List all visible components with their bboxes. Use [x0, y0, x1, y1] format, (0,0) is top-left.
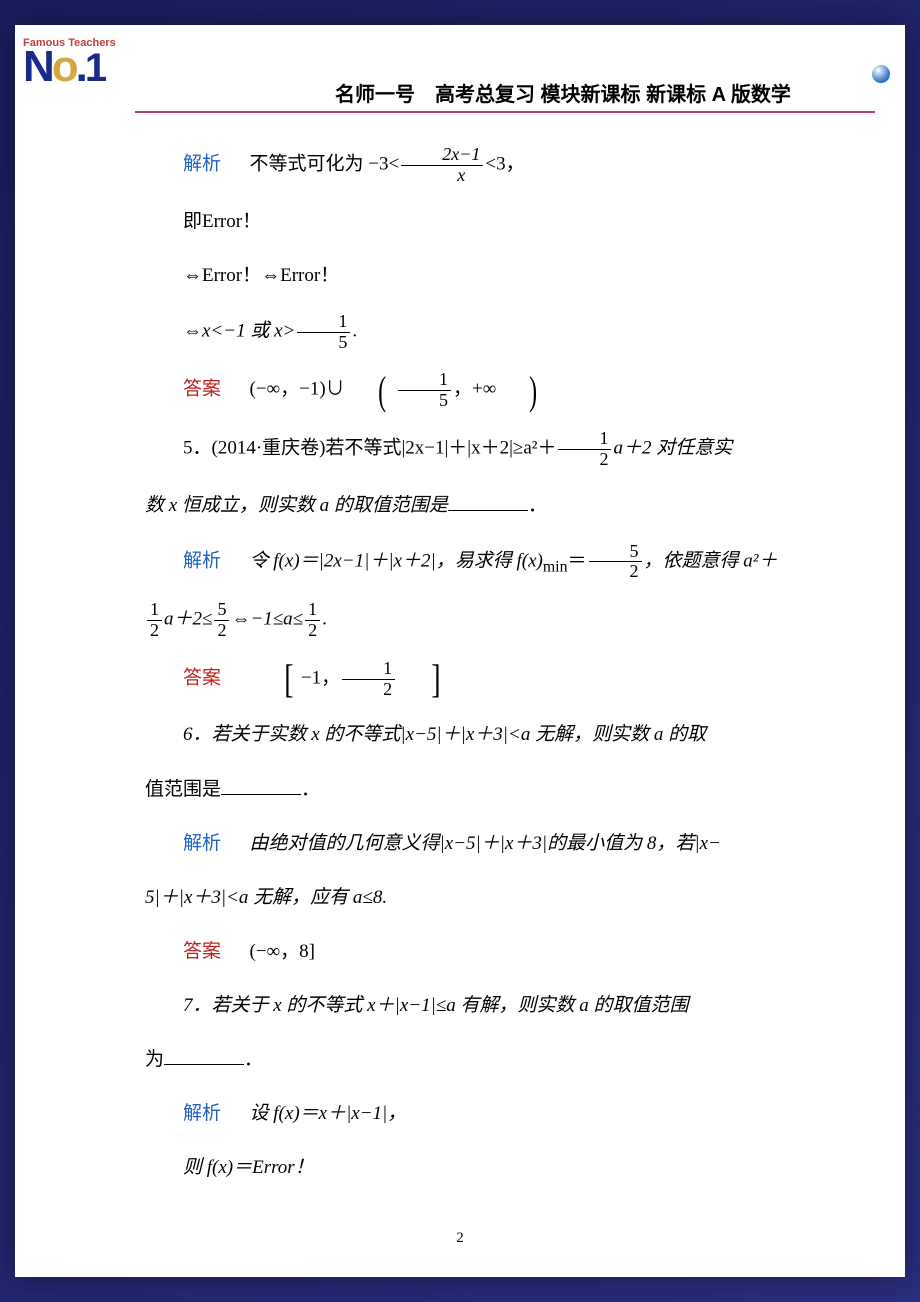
header-title: 名师一号 高考总复习 模块新课标 新课标 A 版数学 [335, 78, 791, 107]
header-divider [135, 111, 875, 113]
logo-main: No.1 [23, 47, 133, 87]
period: ． [301, 779, 320, 800]
text: 值范围是 [145, 779, 221, 800]
jiexi-label: 解析 [183, 833, 221, 854]
answer-6: 答案 (−∞，8] [145, 934, 795, 970]
jiexi-label: 解析 [183, 154, 221, 175]
daan-label: 答案 [183, 941, 221, 962]
page-container: Famous Teachers No.1 名师一号 高考总复习 模块新课标 新课… [15, 25, 905, 1277]
solution-7-line2: 则 f(x)＝Error！ [145, 1150, 795, 1186]
jiexi-label: 解析 [183, 1103, 221, 1124]
math-expr: −3< [368, 154, 399, 175]
text: 即Error！ [183, 211, 261, 232]
answer-4: 答案 (−∞，−1)∪(15，+∞) [145, 370, 795, 411]
answer-5: 答案 [−1，12] [145, 659, 795, 700]
text: 若不等式|2x−1|＋|x＋2|≥a²＋ [325, 438, 556, 459]
solution-6-line2: 5|＋|x＋3|<a 无解，应有 a≤8. [145, 880, 795, 916]
math-expr: (−∞，8] [250, 941, 315, 962]
fraction: 12 [558, 429, 611, 470]
solution-4-line2: 即Error！ [145, 204, 795, 240]
text: ⇔−1≤a≤ [231, 609, 303, 630]
question-5-line1: 5．(2014·重庆卷)若不等式|2x−1|＋|x＋2|≥a²＋12a＋2 对任… [145, 429, 795, 470]
logo: Famous Teachers No.1 [23, 37, 133, 112]
text: 则 f(x)＝Error！ [183, 1157, 314, 1178]
fraction: 12 [342, 659, 395, 700]
text: 6．若关于实数 x 的不等式|x−5|＋|x＋3|<a 无解，则实数 a 的取 [183, 724, 706, 745]
solution-6-line1: 解析 由绝对值的几何意义得|x−5|＋|x＋3|的最小值为 8，若|x− [145, 826, 795, 862]
fraction: 15 [297, 312, 350, 353]
question-7-line1: 7．若关于 x 的不等式 x＋|x−1|≤a 有解，则实数 a 的取值范围 [145, 988, 795, 1024]
text: 由绝对值的几何意义得|x−5|＋|x＋3|的最小值为 8，若|x− [250, 833, 721, 854]
solution-4-line3: ⇔Error！⇔Error！ [145, 258, 795, 294]
q-num: 5．(2014·重庆卷) [183, 438, 325, 459]
solution-5-line2: 12a＋2≤52⇔−1≤a≤12. [145, 600, 795, 641]
page-number: 2 [15, 1230, 905, 1247]
fraction: 15 [398, 370, 451, 411]
question-5-line2: 数 x 恒成立，则实数 a 的取值范围是 ． [145, 488, 795, 524]
solution-4-line1: 解析 不等式可化为 −3<2x−1x<3， [145, 145, 795, 186]
text: 数 x 恒成立，则实数 a 的取值范围是 [145, 495, 448, 516]
content-area: 解析 不等式可化为 −3<2x−1x<3， 即Error！ ⇔Error！⇔Er… [15, 115, 905, 1224]
solution-5-line1: 解析 令 f(x)＝|2x−1|＋|x＋2|，易求得 f(x)min＝52，依题… [145, 542, 795, 583]
text: 设 f(x)＝x＋|x−1|， [250, 1103, 407, 1124]
period: ． [244, 1049, 263, 1070]
text: ⇔Error！⇔Error！ [183, 265, 339, 286]
period: . [352, 320, 357, 341]
fraction: 12 [305, 600, 320, 641]
fraction: 12 [147, 600, 162, 641]
blank-fill [164, 1046, 244, 1065]
blank-fill [221, 776, 301, 795]
header: Famous Teachers No.1 名师一号 高考总复习 模块新课标 新课… [15, 25, 905, 115]
text: a＋2≤ [164, 609, 212, 630]
math-expr: −1， [301, 668, 340, 689]
blank-fill [448, 492, 528, 511]
math-expr: <3， [485, 154, 524, 175]
question-7-line2: 为． [145, 1042, 795, 1078]
math-expr: (−∞，−1)∪ [250, 379, 345, 400]
text: 令 f(x)＝|2x−1|＋|x＋2|，易求得 f(x) [250, 550, 543, 571]
daan-label: 答案 [183, 379, 221, 400]
text: 为 [145, 1049, 164, 1070]
daan-label: 答案 [183, 668, 221, 689]
subscript: min [543, 558, 568, 575]
period: . [322, 609, 327, 630]
bubble-icon [872, 65, 890, 83]
math-expr: ⇔x<−1 或 x> [183, 320, 295, 341]
fraction: 2x−1x [401, 145, 483, 186]
math-expr: ，+∞ [453, 379, 496, 400]
text: 7．若关于 x 的不等式 x＋|x−1|≤a 有解，则实数 a 的取值范围 [183, 995, 689, 1016]
text: 5|＋|x＋3|<a 无解，应有 a≤8. [145, 887, 387, 908]
text: a＋2 对任意实 [613, 438, 732, 459]
fraction: 52 [214, 600, 229, 641]
text: ，依题意得 a²＋ [644, 550, 778, 571]
solution-4-line4: ⇔x<−1 或 x>15. [145, 312, 795, 353]
text: 不等式可化为 [250, 154, 364, 175]
question-6-line1: 6．若关于实数 x 的不等式|x−5|＋|x＋3|<a 无解，则实数 a 的取 [145, 717, 795, 753]
fraction: 52 [589, 542, 642, 583]
solution-7-line1: 解析 设 f(x)＝x＋|x−1|， [145, 1096, 795, 1132]
period: ． [528, 495, 547, 516]
question-6-line2: 值范围是 ． [145, 772, 795, 808]
eq: ＝ [567, 550, 586, 571]
jiexi-label: 解析 [183, 550, 221, 571]
